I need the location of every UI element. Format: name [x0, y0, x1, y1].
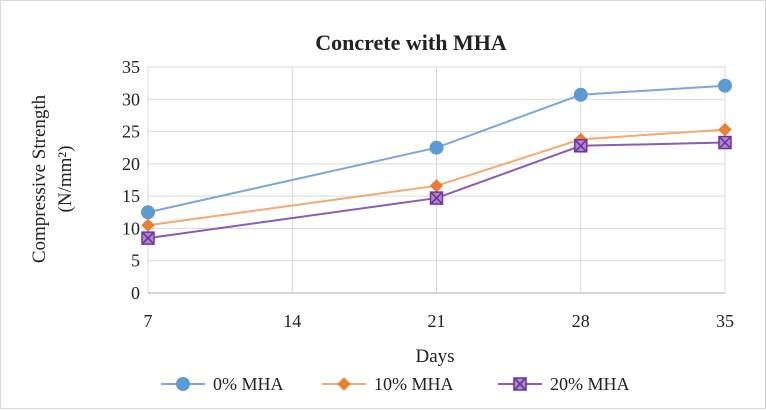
x-mark-stroke	[575, 140, 587, 152]
x-axis-label: Days	[415, 346, 454, 367]
legend-item-0: 0% MHA	[161, 374, 284, 394]
y-tick-label: 35	[122, 57, 140, 77]
tick-labels: 0 5 10 15 20 25 30 35 7 14 21 28 35	[122, 57, 734, 331]
grid	[147, 66, 726, 294]
series-line	[147, 84, 726, 214]
x-mark-stroke	[719, 136, 731, 149]
legend-label: 10% MHA	[374, 374, 454, 394]
x-mark-stroke	[142, 232, 154, 244]
data-point	[718, 78, 732, 93]
y-tick-label: 25	[122, 122, 140, 142]
y-tick-label: 5	[131, 251, 140, 271]
chart-title: Concrete with MHA	[315, 30, 507, 55]
y-tick-label: 20	[122, 154, 140, 174]
data-point	[429, 140, 444, 155]
series-line	[147, 128, 726, 227]
data-point	[574, 139, 588, 153]
data-point	[141, 218, 155, 232]
x-tick-label: 35	[716, 311, 734, 331]
y-axis-label-line2: (N/mm²)	[55, 146, 76, 213]
y-axis-label-line1: Compressive Strength	[29, 94, 50, 263]
legend-item-2: 20% MHA	[498, 374, 630, 394]
legend: 0% MHA 10% MHA 20% MHA	[161, 374, 630, 394]
x-tick-label: 14	[283, 311, 301, 331]
series-line	[147, 141, 726, 240]
data-point	[141, 231, 155, 245]
x-mark-stroke	[514, 378, 526, 390]
x-tick-label: 7	[144, 311, 153, 331]
series-0	[141, 78, 732, 220]
legend-marker	[176, 377, 190, 391]
x-mark-stroke	[430, 192, 443, 204]
series-2	[141, 135, 732, 245]
legend-marker	[513, 377, 527, 391]
x-tick-label: 28	[572, 311, 590, 331]
data-point	[573, 87, 588, 102]
data-point	[429, 179, 444, 193]
legend-marker	[337, 377, 351, 391]
series-layer	[141, 78, 732, 245]
y-tick-label: 10	[122, 218, 140, 238]
y-tick-label: 0	[131, 283, 140, 303]
legend-item-1: 10% MHA	[322, 374, 454, 394]
data-point	[718, 122, 732, 137]
y-tick-label: 15	[122, 186, 140, 206]
x-tick-label: 21	[428, 311, 446, 331]
legend-label: 0% MHA	[213, 374, 284, 394]
data-point	[718, 135, 732, 150]
y-tick-label: 30	[122, 89, 140, 109]
data-point	[141, 205, 155, 220]
data-point	[429, 191, 444, 205]
legend-label: 20% MHA	[550, 374, 630, 394]
